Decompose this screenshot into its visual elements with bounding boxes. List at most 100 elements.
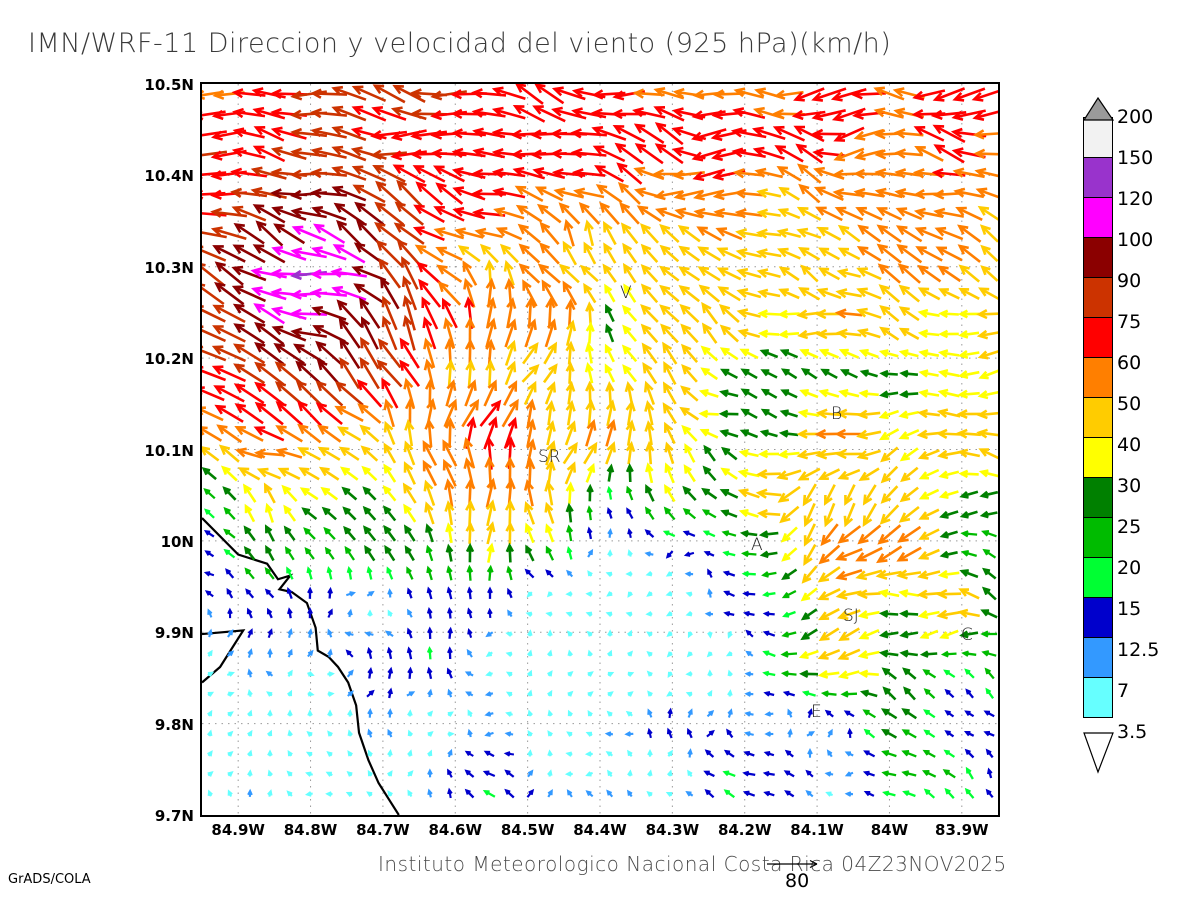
wind-arrow-head <box>214 404 226 415</box>
wind-arrow-head <box>811 128 824 140</box>
wind-arrow-head <box>626 485 633 494</box>
wind-arrow-head <box>912 90 925 101</box>
wind-arrow-shaft <box>393 129 427 139</box>
wind-arrow-head <box>297 423 309 435</box>
wind-arrow-head <box>487 607 493 615</box>
wind-arrow-head <box>838 348 849 357</box>
wind-arrow-head <box>253 126 266 136</box>
wind-arrow-head <box>527 649 533 657</box>
wind-arrow-head <box>963 731 971 737</box>
wind-arrow-head <box>452 206 465 217</box>
wind-arrow-head <box>485 338 496 351</box>
wind-arrow-head <box>202 283 206 287</box>
wind-arrow-head <box>836 268 849 278</box>
wind-arrow-shaft <box>567 343 573 365</box>
wind-arrow-head <box>936 408 949 418</box>
wind-arrow-head <box>779 349 790 357</box>
wind-arrow-head <box>384 544 392 554</box>
wind-arrow-shaft <box>554 87 586 101</box>
wind-arrow-head <box>877 263 890 275</box>
wind-arrow-head <box>722 770 730 777</box>
wind-arrow-shaft <box>234 323 266 345</box>
wind-arrow-head <box>445 522 454 533</box>
wind-arrow-shaft <box>212 210 248 218</box>
wind-arrow-shaft <box>541 281 559 307</box>
wind-arrow-head <box>587 548 594 556</box>
wind-arrow-shaft <box>896 151 924 157</box>
city-label-b: B <box>831 404 843 424</box>
wind-arrow-shaft <box>339 319 361 349</box>
wind-arrow-head <box>778 186 790 197</box>
wind-arrow-head <box>367 769 373 777</box>
wind-arrow-head <box>937 388 949 398</box>
wind-arrow-head <box>270 146 283 157</box>
wind-arrow-head <box>210 170 223 181</box>
wind-arrow-shaft <box>505 262 515 286</box>
wind-arrow-head <box>899 630 909 639</box>
wind-arrow-head <box>745 650 752 657</box>
wind-arrow-head <box>360 316 371 328</box>
wind-arrow-head <box>793 91 805 102</box>
wind-arrow-shaft <box>243 485 257 503</box>
wind-arrow-shaft <box>503 382 517 406</box>
wind-arrow-head <box>762 611 770 617</box>
wind-arrow-shaft <box>979 206 998 221</box>
wind-arrow-head <box>383 420 394 433</box>
wind-arrow-head <box>585 731 593 737</box>
wind-arrow-shaft <box>259 468 281 480</box>
wind-arrow-head <box>585 301 595 312</box>
wind-arrow-shaft <box>504 320 516 348</box>
wind-arrow-head <box>743 731 751 737</box>
wind-arrow-shaft <box>716 210 744 218</box>
wind-arrow-head <box>534 84 546 94</box>
wind-arrow-head <box>858 631 869 640</box>
wind-arrow-shaft <box>546 482 554 506</box>
wind-arrow-shaft <box>214 245 246 263</box>
wind-arrow-shaft <box>437 265 463 283</box>
wind-arrow-head <box>359 424 371 436</box>
wind-arrow-head <box>682 485 692 495</box>
wind-arrow-shaft <box>468 502 472 526</box>
wind-arrow-head <box>527 749 533 756</box>
wind-arrow-head <box>264 588 271 595</box>
wind-arrow-shaft <box>233 266 267 282</box>
wind-arrow-head <box>247 668 253 676</box>
wind-arrow-head <box>383 524 392 535</box>
wind-arrow-head <box>530 149 543 160</box>
colorbar-tick-label: 3.5 <box>1117 721 1148 743</box>
wind-arrow-head <box>923 709 930 716</box>
wind-arrow-head <box>320 486 331 496</box>
wind-arrow-shaft <box>587 401 593 427</box>
wind-arrow-shaft <box>719 286 741 302</box>
wind-arrow-shaft <box>462 262 478 286</box>
wind-arrow-head <box>943 749 950 756</box>
wind-arrow-head <box>307 628 313 635</box>
wind-arrow-head <box>691 110 704 121</box>
wind-arrow-shaft <box>740 470 760 478</box>
wind-arrow-head <box>737 468 749 478</box>
wind-arrow-head <box>485 359 496 372</box>
wind-arrow-shaft <box>421 298 439 330</box>
wind-arrow-head <box>334 381 347 392</box>
wind-arrow-head <box>942 769 950 776</box>
wind-arrow-head <box>587 462 596 473</box>
wind-arrow-head <box>894 168 907 179</box>
wind-arrow-head <box>627 671 635 677</box>
wind-arrow-head <box>203 571 211 577</box>
wind-arrow-head <box>779 409 789 417</box>
wind-arrow-head <box>897 263 909 275</box>
wind-arrow-shaft <box>214 304 246 324</box>
wind-arrow-head <box>583 241 593 254</box>
wind-arrow-shaft <box>524 503 536 525</box>
wind-arrow-head <box>464 750 471 757</box>
wind-arrow-shaft <box>622 365 638 383</box>
wind-arrow-head <box>805 790 812 796</box>
wind-arrow-head <box>611 108 623 120</box>
wind-arrow-shaft <box>857 546 883 562</box>
wind-arrow-head <box>919 631 929 639</box>
wind-vector-field <box>202 84 998 815</box>
wind-arrow-head <box>527 689 533 697</box>
wind-arrow-shaft <box>739 330 761 338</box>
wind-arrow-head <box>545 523 553 533</box>
wind-arrow-head <box>510 129 523 140</box>
